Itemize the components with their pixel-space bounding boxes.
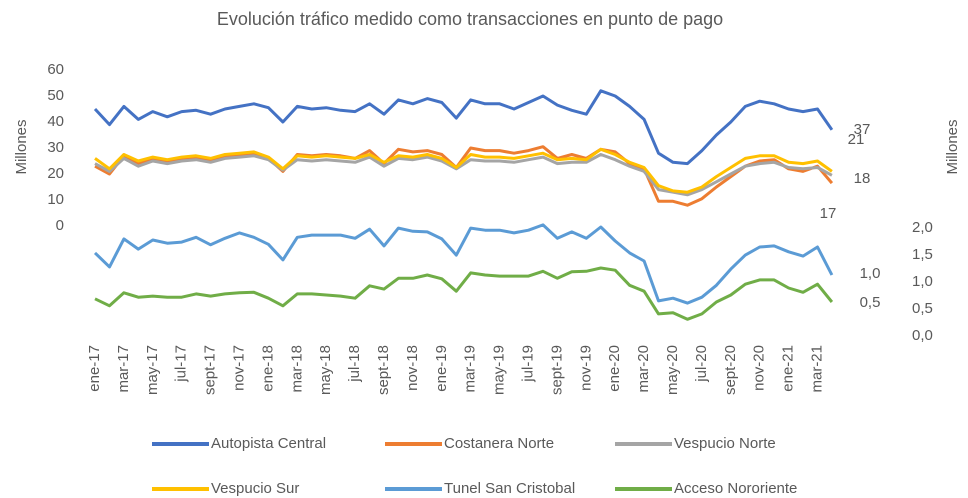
x-tick-label: sept-20 <box>722 345 739 395</box>
legend-label: Tunel San Cristobal <box>444 480 575 497</box>
y2-tick-label: 1,0 <box>912 273 933 290</box>
legend-label: Acceso Nororiente <box>674 480 797 497</box>
x-tick-label: nov-17 <box>230 345 247 391</box>
x-tick-label: mar-21 <box>808 345 825 393</box>
y-tick-label: 0 <box>56 217 64 234</box>
x-tick-label: ene-18 <box>259 345 276 392</box>
legend-label: Autopista Central <box>211 435 326 452</box>
annotation: 18 <box>854 170 871 187</box>
x-tick-label: nov-18 <box>404 345 421 391</box>
y-tick-label: 10 <box>47 191 64 208</box>
series-line <box>94 153 833 197</box>
legend-label: Vespucio Norte <box>674 435 776 452</box>
x-tick-label: ene-19 <box>433 345 450 392</box>
series-line <box>93 223 834 305</box>
y-tick-label: 40 <box>47 113 64 130</box>
y2-tick-label: 0,5 <box>912 300 933 317</box>
x-tick-label: may-17 <box>144 345 161 395</box>
annotation: 17 <box>820 205 837 222</box>
x-tick-label: may-20 <box>664 345 681 395</box>
annotation: 0,5 <box>860 294 881 311</box>
x-tick-label: sept-18 <box>375 345 392 395</box>
x-tick-label: ene-20 <box>606 345 623 392</box>
x-tick-label: sept-17 <box>202 345 219 395</box>
chart-title: Evolución tráfico medido como transaccio… <box>217 9 723 29</box>
y2-tick-label: 0,0 <box>912 327 933 344</box>
x-tick-label: may-19 <box>491 345 508 395</box>
y2-tick-label: 1,5 <box>912 246 933 263</box>
annotation: 1,0 <box>860 265 881 282</box>
annotation: 21 <box>848 131 865 148</box>
legend-label: Vespucio Sur <box>211 480 299 497</box>
y2-axis-label: Millones <box>944 119 961 174</box>
y-axis-label: Millones <box>13 119 30 174</box>
x-tick-label: jul-20 <box>693 345 710 383</box>
series-line <box>94 147 833 194</box>
x-tick-label: nov-20 <box>751 345 768 391</box>
y-tick-label: 60 <box>47 61 64 78</box>
x-tick-label: nov-19 <box>577 345 594 391</box>
x-tick-label: mar-17 <box>115 345 132 393</box>
x-tick-label: mar-20 <box>635 345 652 393</box>
x-tick-label: sept-19 <box>548 345 565 395</box>
x-tick-label: mar-19 <box>462 345 479 393</box>
series-line <box>93 89 834 166</box>
y2-tick-label: 2,0 <box>912 219 933 236</box>
legend-label: Costanera Norte <box>444 435 554 452</box>
x-tick-label: may-18 <box>317 345 334 395</box>
x-tick-label: ene-17 <box>86 345 103 392</box>
x-tick-label: mar-18 <box>288 345 305 393</box>
y-tick-label: 20 <box>47 165 64 182</box>
x-tick-label: jul-19 <box>519 345 536 383</box>
y-tick-label: 30 <box>47 139 64 156</box>
series-line <box>94 145 834 207</box>
x-tick-label: jul-18 <box>346 345 363 383</box>
series-line <box>94 266 834 321</box>
x-tick-label: jul-17 <box>173 345 190 383</box>
x-tick-label: ene-21 <box>780 345 797 392</box>
y-tick-label: 50 <box>47 87 64 104</box>
annotation: 37 <box>854 121 871 138</box>
